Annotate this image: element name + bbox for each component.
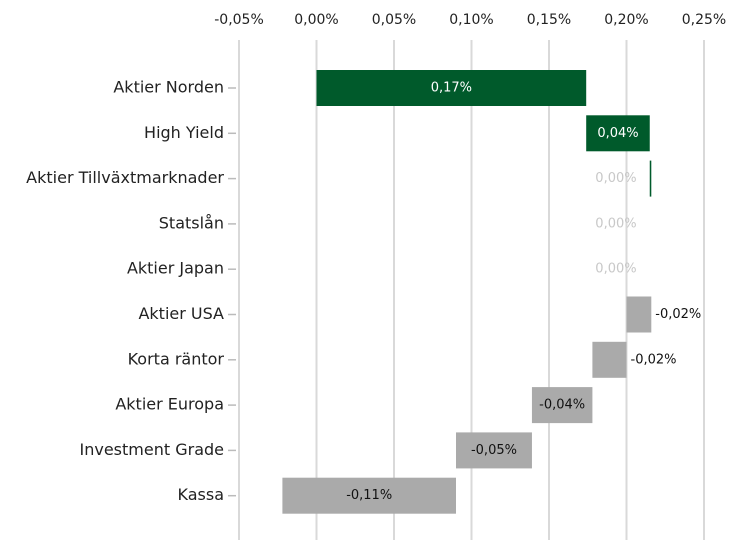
x-tick-label: 0,00% <box>294 12 338 28</box>
y-tick-label: Kassa <box>178 485 225 504</box>
bar <box>316 70 587 106</box>
bar <box>531 387 593 424</box>
value-label: -0,11% <box>346 488 392 503</box>
y-tick-label: Investment Grade <box>80 440 225 459</box>
bar <box>282 477 456 514</box>
value-label: -0,02% <box>631 352 677 367</box>
bar <box>586 115 650 152</box>
y-tick-label: Korta räntor <box>128 349 225 368</box>
value-label: -0,05% <box>471 443 517 458</box>
value-label: 0,17% <box>431 81 472 96</box>
x-tick-label: 0,25% <box>682 12 726 28</box>
y-tick-label: Aktier Norden <box>113 78 224 97</box>
value-label: 0,00% <box>595 216 636 231</box>
x-tick-label: 0,20% <box>604 12 648 28</box>
value-label: 0,00% <box>595 262 636 277</box>
y-tick-label: Aktier Tillväxtmarknader <box>26 168 224 187</box>
y-tick-label: Aktier Europa <box>115 395 224 414</box>
x-tick-label: 0,15% <box>527 12 571 28</box>
bar <box>592 341 627 378</box>
value-label: -0,02% <box>655 307 701 322</box>
bar <box>649 160 652 197</box>
x-tick-label: 0,05% <box>372 12 416 28</box>
x-tick-label: 0,10% <box>449 12 493 28</box>
y-tick-label: Aktier USA <box>138 304 224 323</box>
y-tick-label: Aktier Japan <box>127 259 224 278</box>
value-label: 0,04% <box>597 126 638 141</box>
bar <box>456 432 532 469</box>
y-tick-label: Statslån <box>159 213 224 232</box>
value-label: 0,00% <box>595 171 636 186</box>
bar <box>626 296 652 333</box>
x-tick-label: -0,05% <box>214 12 264 28</box>
value-label: -0,04% <box>539 398 585 413</box>
y-tick-label: High Yield <box>144 123 224 142</box>
